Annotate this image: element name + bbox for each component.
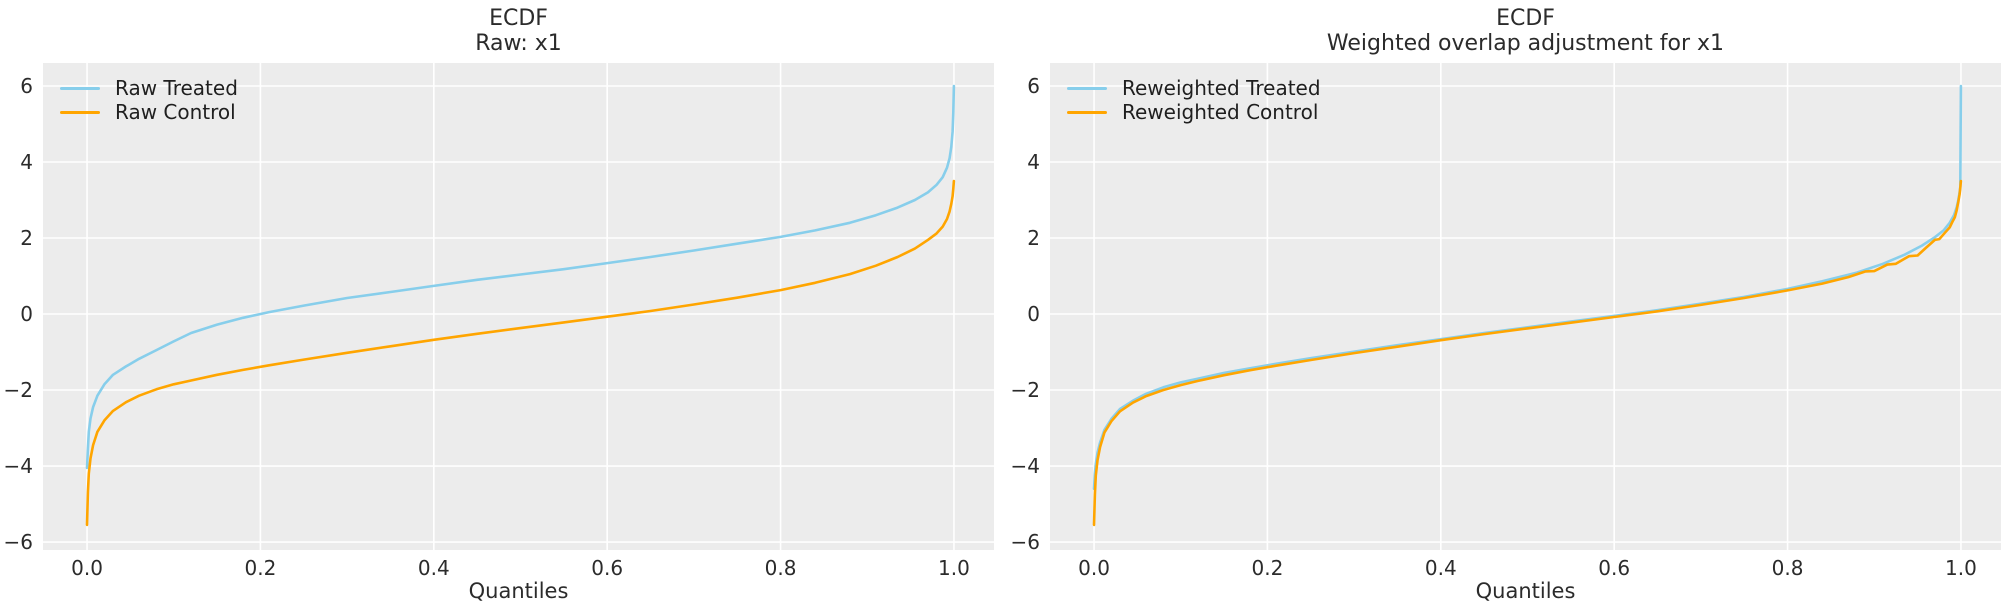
legend: Raw Treated Raw Control: [60, 76, 238, 124]
plot-background: [43, 63, 994, 550]
ecdf-plot-raw: ECDF Raw: x1 Quantiles 0.0 0.2 0.4 0.6 0.8 1.…: [4, 6, 994, 603]
x-tick-label: 0.6: [591, 556, 624, 580]
series-line-reweighted-treated: [1092, 84, 1963, 491]
x-axis-label: Quantiles: [468, 579, 569, 603]
y-tick-label: −4: [1010, 454, 1040, 478]
y-tick-label: 6: [1027, 73, 1040, 98]
plot-background: [1050, 63, 2001, 550]
x-tick-label: 1.0: [1945, 556, 1977, 580]
legend-item: Raw Control: [60, 100, 238, 124]
series-line-raw-treated: [85, 84, 956, 470]
legend-label: Reweighted Treated: [1122, 76, 1321, 100]
x-axis-label: Quantiles: [1475, 579, 1576, 603]
legend: Reweighted Treated Reweighted Control: [1067, 76, 1321, 124]
y-tick-label: 2: [1027, 226, 1040, 250]
legend-item: Reweighted Control: [1067, 100, 1321, 124]
legend-item: Reweighted Treated: [1067, 76, 1321, 100]
legend-line-swatch: [60, 86, 100, 90]
x-tick-label: 0.0: [1078, 556, 1110, 580]
plot-area: [1050, 63, 2001, 550]
plot-title: ECDF Weighted overlap adjustment for x1: [1326, 6, 1725, 56]
y-tick-label: 4: [20, 149, 33, 174]
legend-label: Raw Treated: [115, 76, 238, 100]
x-tick-label: 0.2: [244, 556, 277, 580]
x-tick-label: 0.8: [1771, 556, 1804, 580]
y-tick-label: −6: [3, 530, 33, 555]
series-line-reweighted-control: [1092, 179, 1963, 527]
legend-label: Raw Control: [115, 100, 236, 124]
y-tick-label: 0: [1027, 302, 1040, 326]
y-tick-label: −2: [1010, 378, 1040, 402]
series-line-raw-control: [85, 179, 956, 527]
x-tick-label: 0.4: [417, 556, 450, 580]
y-tick-label: 6: [20, 73, 33, 98]
x-tick-label: 0.6: [1598, 556, 1631, 580]
y-tick-label: −4: [3, 454, 33, 478]
legend-line-swatch: [60, 110, 100, 114]
legend-line-swatch: [1067, 86, 1107, 90]
y-tick-label: 0: [20, 302, 33, 326]
x-tick-label: 0.8: [764, 556, 797, 580]
x-tick-label: 1.0: [938, 556, 970, 580]
legend-item: Raw Treated: [60, 76, 238, 100]
x-tick-label: 0.2: [1251, 556, 1284, 580]
plot-area: [43, 63, 994, 550]
x-tick-label: 0.0: [71, 556, 103, 580]
plot-title: ECDF Raw: x1: [475, 6, 562, 56]
y-tick-label: −2: [3, 378, 33, 402]
y-tick-label: 4: [1027, 149, 1040, 174]
y-tick-label: −6: [1010, 530, 1040, 555]
x-tick-label: 0.4: [1424, 556, 1457, 580]
legend-label: Reweighted Control: [1122, 100, 1319, 124]
y-tick-label: 2: [20, 226, 33, 250]
legend-line-swatch: [1067, 110, 1107, 114]
ecdf-plot-weighted: ECDF Weighted overlap adjustment for x1 …: [1011, 6, 2001, 603]
